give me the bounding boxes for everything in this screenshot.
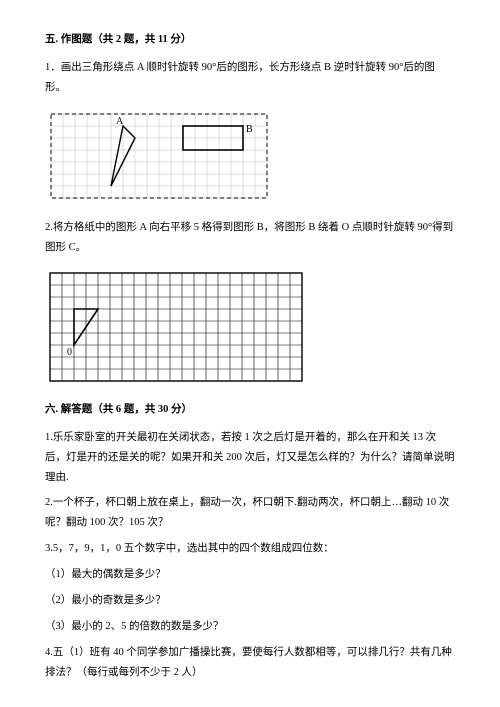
section6-q3-2: （2）最小的奇数是多少？ xyxy=(45,591,455,611)
section6-q3-1: （1）最大的偶数是多少？ xyxy=(45,565,455,585)
section5-q2: 2.将方格纸中的图形 A 向右平移 5 格得到图形 B，将图形 B 绕着 O 点… xyxy=(45,218,455,258)
svg-text:B: B xyxy=(246,124,253,135)
section6-title: 六. 解答题（共 6 题，共 30 分） xyxy=(45,400,455,420)
section6-q4: 4.五（1）班有 40 个同学参加广播操比赛，要使每行人数都相等，可以排几行？共… xyxy=(45,643,455,683)
section6-q3: 3.5，7，9，1，0 五个数字中，选出其中的四个数组成四位数： xyxy=(45,539,455,559)
section5-q1: 1．画出三角形绕点 A 顺时针旋转 90°后的图形，长方形绕点 B 逆时针旋转 … xyxy=(45,58,455,98)
section6-q3-3: （3）最小的 2、5 的倍数的数是多少？ xyxy=(45,617,455,637)
figure1-container: AB xyxy=(45,108,455,204)
figure1-svg: AB xyxy=(45,108,273,204)
section5-title: 五. 作图题（共 2 题，共 11 分） xyxy=(45,30,455,50)
section6-q2: 2.一个杯子，杯口朝上放在桌上，翻动一次，杯口朝下.翻动两次，杯口朝上…翻动 1… xyxy=(45,493,455,533)
svg-text:A: A xyxy=(116,116,124,127)
figure2-container: 0 xyxy=(45,268,455,386)
figure2-svg: 0 xyxy=(45,268,307,386)
section6-q1: 1.乐乐家卧室的开关最初在关闭状态，若按 1 次之后灯是开着的，那么在开和关 1… xyxy=(45,428,455,488)
svg-text:0: 0 xyxy=(67,347,72,358)
